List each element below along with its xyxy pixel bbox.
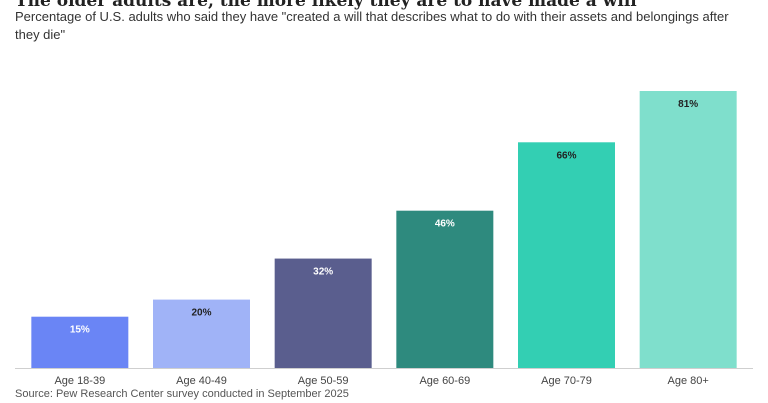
bar xyxy=(518,142,615,368)
value-label: 81% xyxy=(678,99,698,110)
value-label: 20% xyxy=(191,308,211,319)
chart-title: The older adults are, the more likely th… xyxy=(15,0,637,11)
bar xyxy=(639,91,737,368)
x-tick-label: Age 60-69 xyxy=(419,375,470,387)
value-label: 66% xyxy=(556,150,576,161)
source-note: Source: Pew Research Center survey condu… xyxy=(15,388,349,400)
value-label: 46% xyxy=(435,219,455,230)
x-tick-label: Age 50-59 xyxy=(298,375,349,387)
bar xyxy=(31,316,129,368)
chart-subtitle: Percentage of U.S. adults who said they … xyxy=(15,9,729,42)
bar xyxy=(274,258,372,368)
x-tick-label: Age 70-79 xyxy=(541,375,592,387)
bar xyxy=(396,210,494,368)
value-label: 15% xyxy=(70,325,90,336)
x-tick-label: Age 18-39 xyxy=(54,375,105,387)
bar xyxy=(153,299,250,368)
x-tick-label: Age 40-49 xyxy=(176,375,227,387)
x-tick-label: Age 80+ xyxy=(668,375,709,387)
value-label: 32% xyxy=(313,267,333,278)
